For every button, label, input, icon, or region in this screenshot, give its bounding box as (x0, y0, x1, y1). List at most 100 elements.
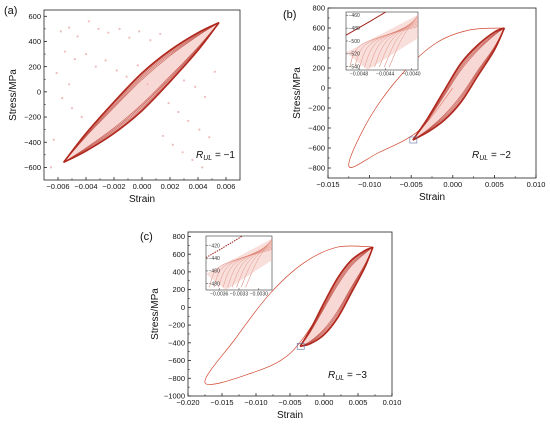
panel-a-loop-lower-line (63, 22, 220, 164)
panel-b-inset-curve (384, 16, 418, 68)
panel-b-annotation: RUL = −2 (472, 150, 511, 162)
panel-a-y-tick-label: 600 (28, 12, 41, 21)
panel-b-inset-y-tick-label: −480 (349, 26, 360, 32)
panel-a-scatter-point (59, 30, 62, 33)
panel-a-y-tick-label: −200 (24, 113, 41, 122)
panel-a-scatter-point (138, 30, 141, 33)
panel-c-y-tick-label: 200 (172, 285, 185, 294)
panel-c-inset-x-tick-label: −0.0036 (210, 292, 228, 298)
panel-a-scatter-point (70, 107, 74, 110)
panel-c-inset-y-tick-label: −460 (209, 269, 220, 275)
panel-b-inset-curve (388, 14, 418, 68)
panel-b-inset-x-tick-label: −0.0044 (376, 72, 394, 78)
panel-b-y-tick-label: −600 (308, 144, 325, 153)
panel-a-scatter-point (118, 27, 121, 30)
panel-c-loop-fill (300, 247, 373, 347)
panel-b-y-tick-label: −800 (308, 164, 325, 173)
panel-a-label: (a) (4, 5, 17, 17)
panel-b-data (348, 27, 506, 168)
panel-c-loop-upper-line (299, 246, 374, 347)
panel-c-inset-main-curve (206, 236, 243, 259)
panel-c-label: (c) (140, 231, 153, 243)
panel-a-annotation: RUL = −1 (196, 150, 235, 162)
panel-a-loop-upper-line (63, 22, 220, 163)
panel-a-scatter-point (167, 102, 170, 105)
panel-a-scatter-point (84, 52, 88, 56)
panel-c-y-tick-label: −1000 (164, 392, 185, 401)
panel-b-y-tick-label: 800 (312, 4, 325, 13)
panel-c-annotation-value: = −3 (344, 370, 367, 381)
panel-a-loop-lower-line (63, 22, 220, 163)
panel-a-scatter-point (104, 59, 107, 62)
panel-c-loop-upper-line (299, 246, 374, 347)
panel-c-y-tick-label: 800 (172, 232, 185, 241)
panel-b-loop-lower-line (412, 27, 506, 141)
panel-a-loop-lower-line (63, 22, 220, 163)
panel-b-y-tick-label: 400 (312, 44, 325, 53)
panel-c-y-tick-label: −800 (168, 374, 185, 383)
panel-c-inset-x-tick-label: −0.0033 (230, 292, 248, 298)
panel-a-loop-upper-line (63, 22, 220, 163)
panel-b-loop-upper-line (412, 27, 505, 141)
panel-c-inset-y-tick-label: −440 (209, 256, 220, 262)
panel-b-x-tick-label: −0.015 (316, 180, 339, 189)
panel-a-y-tick-label: −600 (24, 163, 41, 172)
panel-c-inset-curve (245, 238, 272, 288)
panel-c-x-tick-label: 0.005 (349, 398, 368, 407)
panel-b-inset-y-tick-label: −460 (349, 13, 360, 19)
panel-a-loop-upper-line (63, 22, 220, 163)
panel-a-scatter-point (94, 65, 97, 68)
panel-b-inset-main-curve (346, 12, 386, 36)
panel-a-loop-upper-line (62, 21, 220, 163)
panel-b-y-axis-title: Stress/MPa (292, 67, 303, 119)
panel-a: (a) RUL = −1 −0.006 −0.004 −0.002 0.000 0.00… (4, 5, 241, 205)
panel-c-inset-y-tick-label: −480 (209, 281, 220, 287)
panel-a-x-tick-label: −0.006 (46, 182, 69, 191)
panel-c-data (204, 245, 374, 385)
panel-a-scatter-point (107, 31, 110, 34)
panel-a-annotation-value: = −1 (212, 150, 235, 161)
panel-a-x-tick-label: 0.000 (133, 182, 152, 191)
panel-c-y-tick-label: −600 (168, 356, 185, 365)
panel-a-annotation-r: R (196, 150, 203, 161)
panel-b-loop-upper-line (412, 27, 505, 141)
panel-a-x-axis-title: Strain (129, 194, 155, 205)
panel-c-y-tick-label: 400 (172, 267, 185, 276)
panel-a-scatter-point (194, 85, 197, 88)
panel-a-y-tick-label: 0 (37, 87, 41, 96)
panel-a-scatter-point (181, 151, 184, 154)
panel-a-scatter-point (213, 70, 216, 73)
panel-b-inset-fill (346, 14, 418, 70)
panel-a-scatter-point (73, 58, 76, 61)
panel-a-x-tick-label: −0.004 (74, 182, 97, 191)
panel-a-annotation-sub: UL (203, 155, 212, 162)
panel-c-inset-y-tick-label: −420 (209, 243, 220, 249)
panel-c-y-tick-label: 600 (172, 250, 185, 259)
panel-b-zoom-marker (409, 136, 418, 144)
panel-b-annotation-r: R (472, 150, 479, 161)
panel-a-loop-lower-line (63, 22, 220, 163)
panel-a-x-tick-label: −0.002 (102, 182, 125, 191)
panel-a-scatter-point (61, 97, 64, 100)
panel-a-scatter-point (198, 128, 201, 131)
panel-b-inset-y-tick-label: −500 (349, 39, 360, 45)
panel-a-loop-lower-line (63, 22, 220, 163)
panel-b-x-tick-label: 0.000 (443, 180, 462, 189)
panel-b-annotation-sub: UL (479, 155, 488, 162)
panel-a-scatter-point (55, 71, 58, 75)
panel-c-first-cycle-line (204, 245, 373, 385)
panel-b-inset-y-tick-label: −540 (349, 65, 360, 71)
panel-a-scatter-point (161, 134, 165, 138)
panel-c-loop-lower-line (300, 246, 374, 347)
panel-b-x-tick-label: −0.010 (358, 180, 381, 189)
panel-b-x-tick-label: 0.005 (485, 180, 504, 189)
panel-c-y-tick-label: −400 (168, 338, 185, 347)
panel-b-y-tick-label: 200 (312, 64, 325, 73)
panel-a-scatter-point (63, 50, 67, 53)
panel-c-loop-upper-line (299, 246, 374, 347)
panel-b-loop-lower-line (412, 27, 505, 141)
panel-a-scatter-point (68, 26, 71, 29)
panel-c-inset-fill (206, 238, 272, 290)
panel-a-scatter-point (171, 143, 174, 146)
